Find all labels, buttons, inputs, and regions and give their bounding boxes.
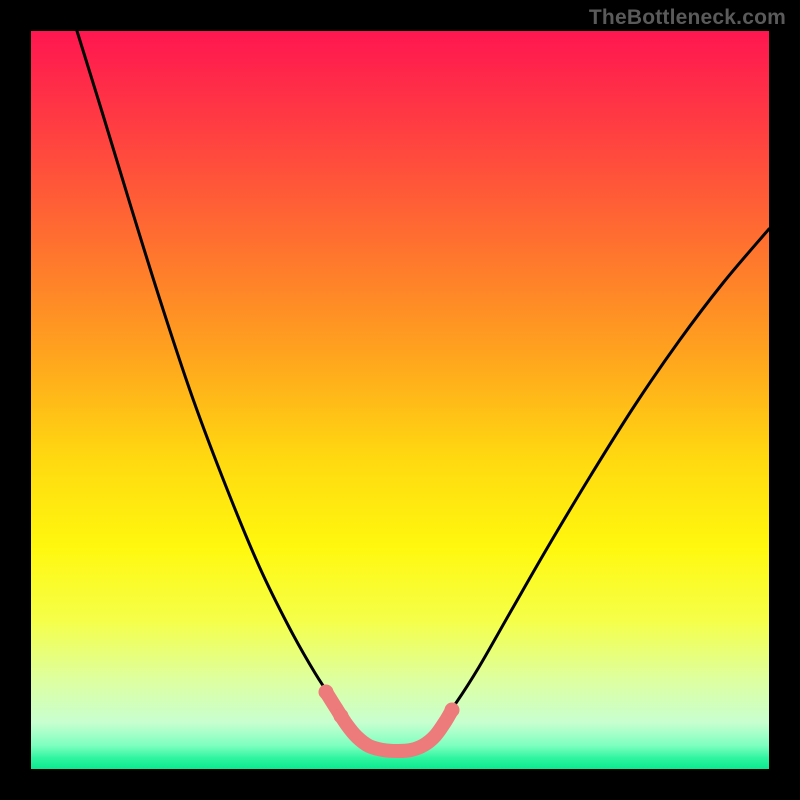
- highlight-marker: [445, 703, 460, 718]
- gradient-background: [31, 31, 769, 769]
- plot-area: [31, 31, 769, 769]
- watermark-text: TheBottleneck.com: [589, 6, 786, 30]
- chart-frame: TheBottleneck.com: [0, 0, 800, 800]
- highlight-marker: [319, 685, 334, 700]
- bottleneck-chart-svg: [31, 31, 769, 769]
- highlight-marker: [334, 709, 349, 724]
